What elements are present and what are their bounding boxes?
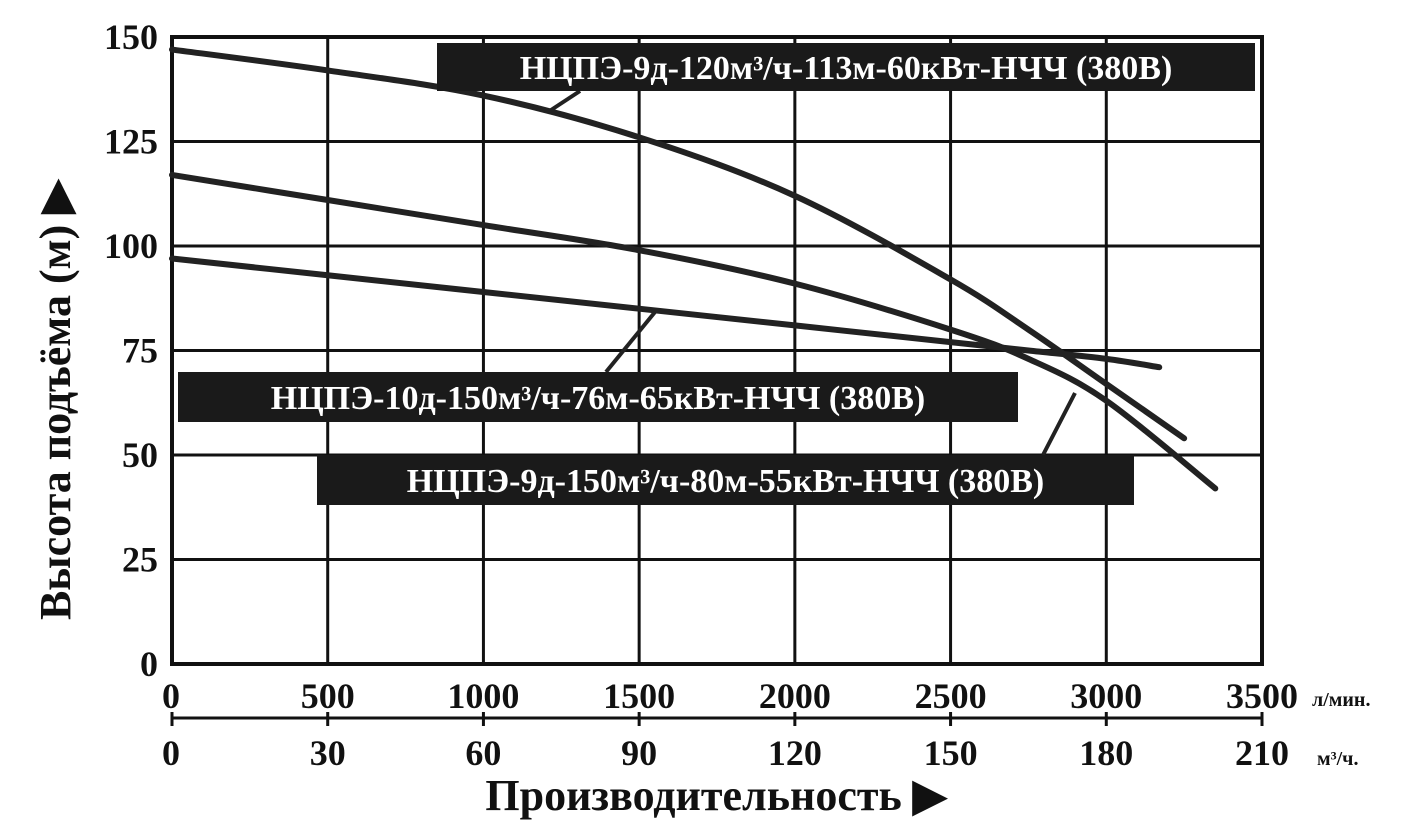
leader-lines xyxy=(546,89,1077,456)
y-tick-label: 125 xyxy=(104,122,158,162)
x2-tick-label: 90 xyxy=(621,733,657,773)
x2-tick-label: 150 xyxy=(924,733,978,773)
series-label-box-2 xyxy=(178,372,1018,422)
x2-tick-label: 30 xyxy=(310,733,346,773)
series-label-box-1 xyxy=(437,43,1255,91)
y-tick-label: 0 xyxy=(140,644,158,684)
leader-line-1 xyxy=(546,89,582,114)
x-tick-label: 3000 xyxy=(1070,676,1142,716)
leader-line-3 xyxy=(1041,392,1077,456)
x-tick-label: 3500 xyxy=(1226,676,1298,716)
x2-tick-label: 120 xyxy=(768,733,822,773)
x-tick-label: 2500 xyxy=(915,676,987,716)
secondary-x-axis: 0 30 60 90 120 150 180 210 м³/ч. xyxy=(162,712,1358,773)
series-label-3: НЦПЭ-9д-150м³/ч-80м-55кВт-НЧЧ (380В) xyxy=(407,463,1044,500)
leader-line-2 xyxy=(604,310,657,374)
y-tick-label: 150 xyxy=(104,17,158,57)
x-axis-title: Производительность ▶ xyxy=(485,771,948,820)
x-tick-label: 1000 xyxy=(447,676,519,716)
series-line-3 xyxy=(169,255,1163,371)
y-tick-label: 75 xyxy=(122,331,158,371)
y-tick-label: 50 xyxy=(122,435,158,475)
x-unit-secondary: м³/ч. xyxy=(1317,748,1358,770)
series-label-2: НЦПЭ-10д-150м³/ч-76м-65кВт-НЧЧ (380В) xyxy=(271,380,925,417)
x2-tick-label: 210 xyxy=(1235,733,1289,773)
series-labels: НЦПЭ-9д-120м³/ч-113м-60кВт-НЧЧ (380В) НЦП… xyxy=(178,43,1255,505)
x-unit-primary: л/мин. xyxy=(1312,689,1370,711)
x-tick-label: 500 xyxy=(301,676,355,716)
x-tick-label: 0 xyxy=(162,676,180,716)
plot-frame xyxy=(170,35,1264,666)
series-label-box-3 xyxy=(317,455,1134,505)
x-tick-label: 1500 xyxy=(603,676,675,716)
series-label-1: НЦПЭ-9д-120м³/ч-113м-60кВт-НЧЧ (380В) xyxy=(520,50,1173,87)
series-line-2 xyxy=(169,171,1219,492)
x-tick-label: 2000 xyxy=(759,676,831,716)
y-axis-title: Высота подъёма (м) ▶ xyxy=(31,178,80,620)
grid xyxy=(170,35,1264,666)
y-tick-label: 25 xyxy=(122,540,158,580)
x2-tick-label: 60 xyxy=(465,733,501,773)
curves xyxy=(169,46,1219,492)
x2-tick-label: 180 xyxy=(1079,733,1133,773)
y-tick-label: 100 xyxy=(104,226,158,266)
x2-tick-label: 0 xyxy=(162,733,180,773)
